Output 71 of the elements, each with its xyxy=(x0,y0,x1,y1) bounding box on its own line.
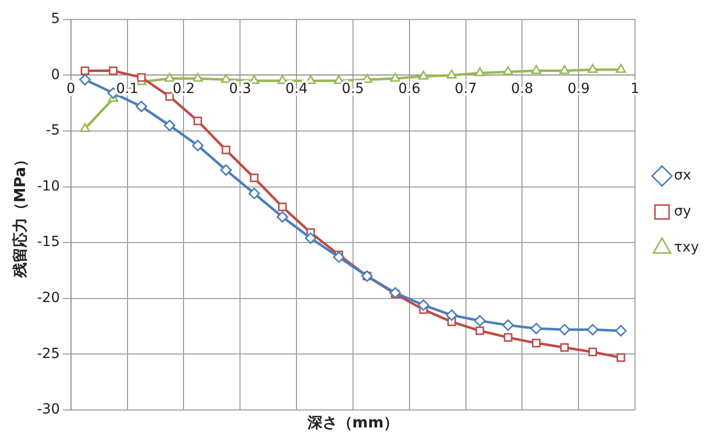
x-tick-label: 0.5 xyxy=(342,81,364,98)
point xyxy=(136,100,148,112)
point xyxy=(504,333,512,342)
point xyxy=(165,92,174,101)
x-tick-label: 0.8 xyxy=(511,81,534,98)
y-tick-label: -15 xyxy=(36,234,60,250)
point xyxy=(588,348,597,356)
point xyxy=(80,66,90,76)
point xyxy=(474,314,486,326)
y-tick-label: -25 xyxy=(36,346,60,362)
point xyxy=(418,70,429,80)
point xyxy=(334,75,344,84)
point xyxy=(560,343,569,352)
y-tick-label: -10 xyxy=(36,178,60,194)
point xyxy=(249,75,260,84)
point xyxy=(616,353,626,362)
point xyxy=(532,338,541,348)
point xyxy=(164,72,175,82)
x-tick-label: 0.2 xyxy=(172,81,195,98)
point xyxy=(79,74,91,86)
legend-label: σy xyxy=(674,204,692,220)
x-tick-label: 0.3 xyxy=(228,81,252,98)
x-tick-label: 1 xyxy=(630,81,640,98)
x-tick-label: 0 xyxy=(66,81,76,98)
point xyxy=(390,72,400,82)
point xyxy=(588,64,598,73)
point xyxy=(304,232,316,244)
point xyxy=(108,66,118,76)
point xyxy=(220,74,232,83)
point xyxy=(559,64,570,74)
point xyxy=(277,75,288,84)
y-axis-title: 残留応力（MPa） xyxy=(10,152,29,279)
point xyxy=(530,322,542,334)
point xyxy=(192,140,204,152)
point xyxy=(446,309,458,321)
point xyxy=(164,120,176,132)
point xyxy=(222,146,230,154)
point xyxy=(276,211,288,223)
point xyxy=(558,324,570,336)
point xyxy=(250,174,258,182)
x-tick-label: 0.9 xyxy=(567,81,590,98)
point xyxy=(616,64,626,73)
legend-label: τxy xyxy=(674,240,699,256)
point xyxy=(446,69,457,78)
point xyxy=(194,116,202,126)
point xyxy=(333,251,345,263)
x-tick-label: 0.4 xyxy=(285,81,308,98)
point xyxy=(80,123,90,132)
point xyxy=(248,188,260,200)
point xyxy=(531,64,542,74)
point xyxy=(137,73,146,82)
y-tick-label: 0 xyxy=(50,66,60,83)
point xyxy=(220,164,232,176)
legend-label: σx xyxy=(674,168,692,184)
y-tick-label: -5 xyxy=(46,122,60,139)
y-tick-label: 5 xyxy=(50,11,60,28)
y-tick-label: -30 xyxy=(36,402,60,418)
point xyxy=(476,326,484,336)
point xyxy=(389,287,401,299)
x-tick-label: 0.7 xyxy=(454,81,477,98)
point xyxy=(502,66,514,76)
y-tick-label: -20 xyxy=(36,290,60,306)
point xyxy=(418,299,430,311)
point xyxy=(278,202,287,212)
x-axis-title: 深さ（mm） xyxy=(306,413,399,432)
x-tick-label: 0.6 xyxy=(398,81,421,98)
point xyxy=(586,324,598,336)
point xyxy=(502,319,514,331)
point xyxy=(192,72,203,82)
point xyxy=(474,67,485,76)
point xyxy=(615,325,627,337)
